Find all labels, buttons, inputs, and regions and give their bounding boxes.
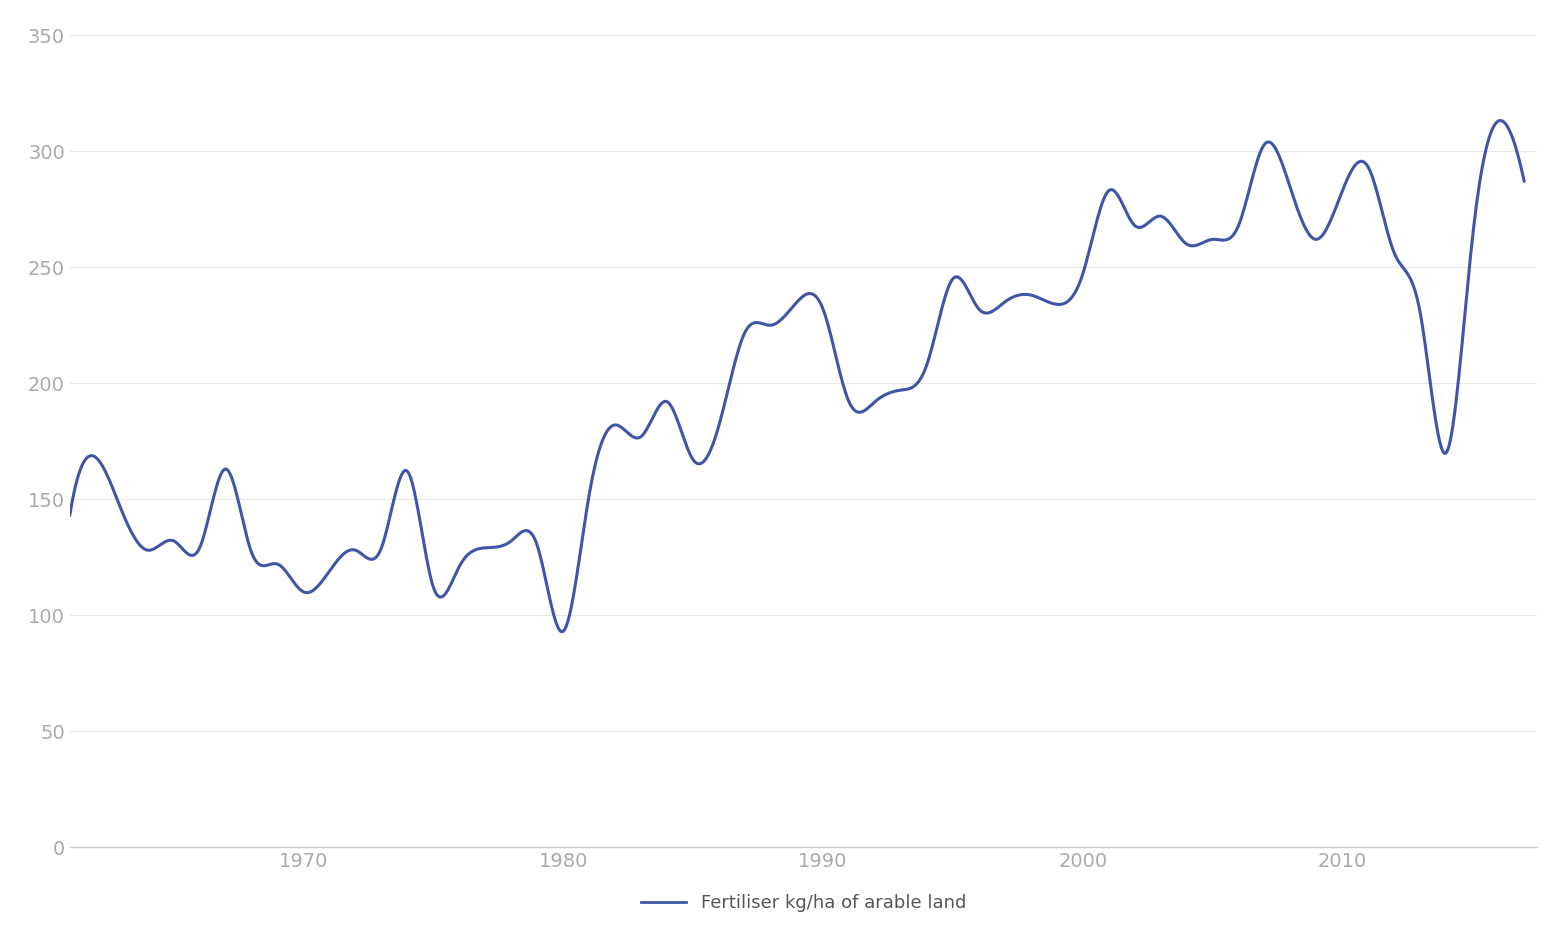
Legend: Fertiliser kg/ha of arable land: Fertiliser kg/ha of arable land xyxy=(634,886,973,919)
